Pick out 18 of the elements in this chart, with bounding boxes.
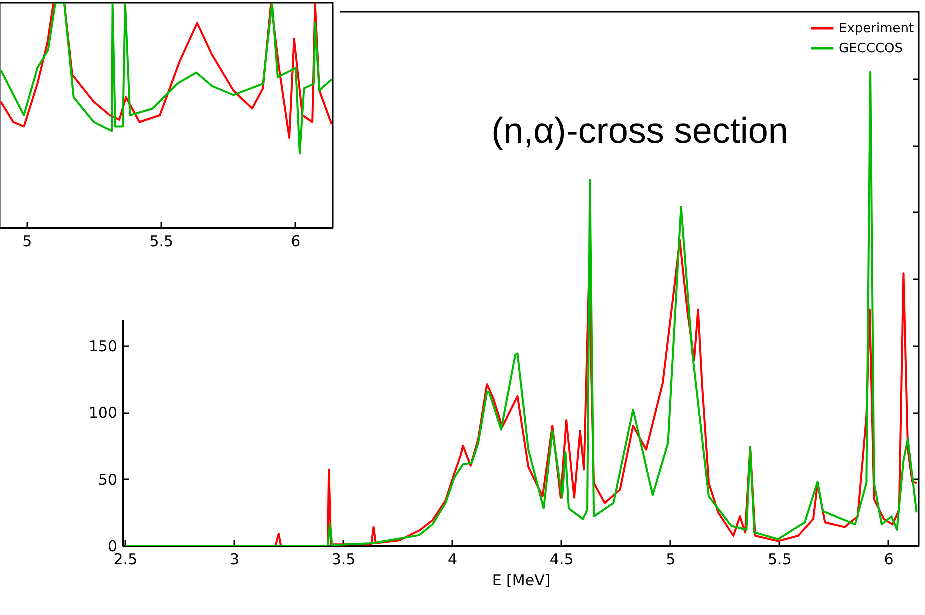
x-tick-label: 6 — [884, 550, 894, 568]
x-tick-label: 3.5 — [332, 550, 356, 568]
x-tick-label: 5.5 — [768, 550, 792, 568]
legend-label: Experiment — [839, 22, 914, 36]
x-tick-label: 5.5 — [150, 232, 174, 250]
annotation: (n,α)-cross section — [492, 110, 788, 151]
legend-label: GECCCOS — [839, 42, 904, 56]
x-tick-label: 5 — [22, 232, 32, 250]
y-tick-label: 50 — [98, 470, 118, 489]
x-tick-label: 4 — [448, 550, 458, 568]
x-tick-label: 4.5 — [550, 550, 574, 568]
x-tick-label: 5 — [666, 550, 676, 568]
y-tick-label: 150 — [88, 337, 118, 356]
x-tick-label: 2.5 — [114, 550, 138, 568]
x-tick-label: 6 — [291, 232, 301, 250]
y-tick-label: 100 — [88, 404, 118, 422]
x-axis-title: E [MeV] — [492, 572, 551, 590]
x-tick-label: 3 — [230, 550, 240, 568]
